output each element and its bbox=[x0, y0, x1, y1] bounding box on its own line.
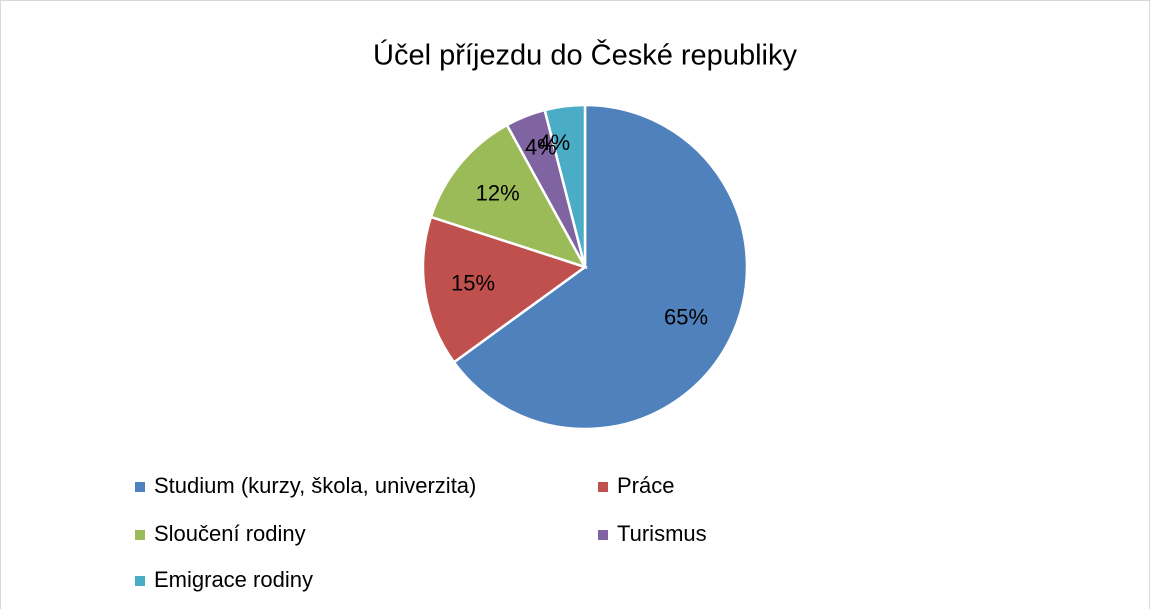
legend-label: Práce bbox=[617, 473, 674, 498]
data-label: 4% bbox=[538, 130, 570, 155]
data-label: 15% bbox=[451, 271, 495, 296]
pie-slice bbox=[429, 123, 588, 270]
legend-swatch bbox=[135, 576, 145, 586]
data-label: 65% bbox=[664, 304, 708, 329]
data-label: 4% bbox=[525, 134, 557, 159]
pie-slice bbox=[421, 215, 588, 364]
legend-label: Emigrace rodiny bbox=[154, 567, 313, 592]
legend-swatch bbox=[135, 530, 145, 540]
pie-slice bbox=[543, 103, 587, 268]
legend-label: Studium (kurzy, škola, univerzita) bbox=[154, 473, 476, 498]
legend-label: Sloučení rodiny bbox=[154, 521, 306, 546]
data-label: 12% bbox=[476, 181, 520, 206]
legend-swatch bbox=[598, 530, 608, 540]
legend-swatch bbox=[135, 482, 145, 492]
legend-label: Turismus bbox=[617, 521, 707, 546]
chart-title: Účel příjezdu do České republiky bbox=[373, 38, 797, 72]
legend-swatch bbox=[598, 482, 608, 492]
pie-slice bbox=[452, 103, 749, 431]
